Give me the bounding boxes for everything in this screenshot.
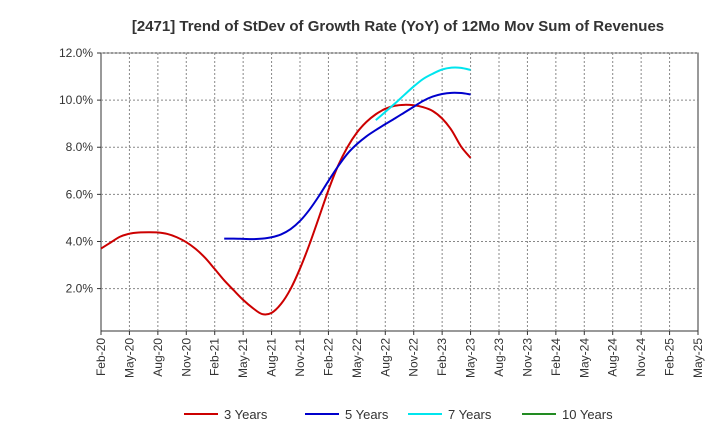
x-tick-label: Nov-23 (520, 338, 534, 377)
x-tick-label: Feb-21 (208, 338, 222, 376)
x-tick-label: May-25 (691, 338, 705, 378)
plot-area (100, 52, 699, 332)
y-tick-label: 4.0% (66, 234, 94, 248)
plot-frame (100, 52, 699, 332)
series-line-5-years (224, 91, 471, 241)
y-tick-label: 8.0% (66, 140, 94, 154)
x-tick-label: Feb-23 (435, 338, 449, 376)
legend-label-5-years: 5 Years (345, 407, 389, 422)
x-tick-label: Nov-24 (634, 338, 648, 377)
series-line-7-years (375, 66, 471, 121)
x-tick-label: Feb-24 (549, 338, 563, 376)
y-tick-label: 6.0% (66, 187, 94, 201)
x-tick-label: Aug-20 (151, 338, 165, 377)
x-tick-label: Feb-22 (321, 338, 335, 376)
series-lines (100, 66, 472, 316)
x-tick-label: Aug-21 (265, 338, 279, 377)
x-tick-label: May-24 (577, 338, 591, 378)
x-tick-label: Aug-22 (378, 338, 392, 377)
legend: 3 Years 5 Years 7 Years 10 Years (184, 407, 613, 422)
x-tick-label: May-21 (236, 338, 250, 378)
y-axis: 2.0% 4.0% 6.0% 8.0% 10.0% 12.0% (59, 46, 101, 296)
y-tick-label: 2.0% (66, 282, 94, 296)
legend-label-3-years: 3 Years (224, 407, 268, 422)
x-tick-label: Feb-25 (663, 338, 677, 376)
x-tick-label: Nov-22 (407, 338, 421, 377)
x-axis: Feb-20 May-20 Aug-20 Nov-20 Feb-21 May-21 Aug-… (94, 331, 705, 378)
chart-title: [2471] Trend of StDev of Growth Rate (Yo… (132, 18, 664, 35)
x-tick-label: Feb-20 (94, 338, 108, 376)
x-tick-label: May-20 (122, 338, 136, 378)
y-tick-label: 12.0% (59, 46, 93, 60)
x-tick-label: Aug-23 (492, 338, 506, 377)
x-tick-label: May-22 (350, 338, 364, 378)
series-line-3-years (100, 103, 472, 316)
x-tick-label: May-23 (464, 338, 478, 378)
x-tick-label: Nov-21 (293, 338, 307, 377)
gridlines (101, 52, 698, 331)
legend-label-10-years: 10 Years (562, 407, 613, 422)
legend-label-7-years: 7 Years (448, 407, 492, 422)
x-tick-label: Nov-20 (179, 338, 193, 377)
y-tick-label: 10.0% (59, 93, 93, 107)
x-tick-label: Aug-24 (606, 338, 620, 377)
